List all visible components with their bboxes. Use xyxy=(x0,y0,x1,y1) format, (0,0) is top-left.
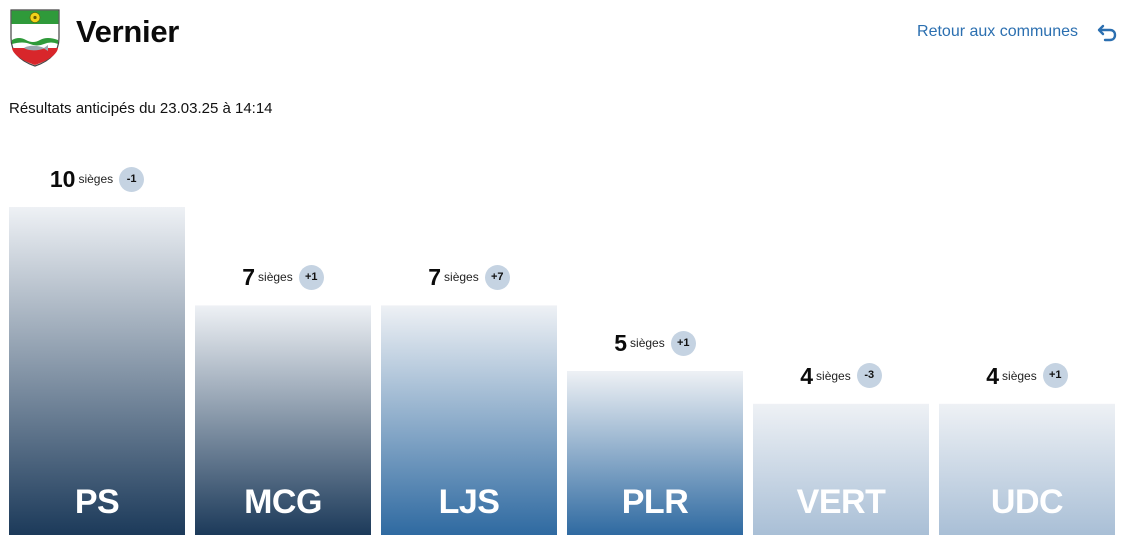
bar-label-vert: VERT xyxy=(796,483,886,521)
seat-change-badge: -1 xyxy=(119,166,145,192)
bar-udc xyxy=(939,403,1115,535)
seat-change-badge: +1 xyxy=(670,330,696,356)
seat-number: 4 xyxy=(986,362,1000,389)
seat-change-badge: +1 xyxy=(298,264,324,290)
seat-count-udc: 4 sièges +1 xyxy=(939,362,1115,390)
seat-count-ljs: 7 sièges +7 xyxy=(381,263,557,291)
seat-unit: sièges xyxy=(630,336,665,350)
seat-number: 4 xyxy=(800,362,814,389)
vernier-coat-of-arms-icon xyxy=(10,9,60,67)
seat-number: 5 xyxy=(614,330,628,356)
seat-count-ps: 10 sièges -1 xyxy=(9,165,185,193)
seat-unit: sièges xyxy=(1002,368,1037,383)
seat-unit: sièges xyxy=(78,172,114,186)
seat-number: 10 xyxy=(49,166,76,192)
bar-label-ljs: LJS xyxy=(438,483,500,521)
page-title: Vernier xyxy=(76,14,180,49)
seat-number: 7 xyxy=(242,264,256,291)
bar-ljs xyxy=(381,305,557,535)
seat-unit: sièges xyxy=(258,270,293,285)
bar-label-ps: PS xyxy=(74,483,120,521)
seat-change-badge: +7 xyxy=(484,264,510,290)
bars-layer xyxy=(9,207,1115,535)
bar-plr xyxy=(567,371,743,535)
bar-label-plr: PLR xyxy=(621,483,689,521)
bar-label-udc: UDC xyxy=(990,483,1064,521)
seat-number: 7 xyxy=(428,264,442,291)
seat-count-mcg: 7 sièges +1 xyxy=(195,263,371,291)
return-arrow-icon[interactable] xyxy=(1097,24,1117,42)
seat-count-vert: 4 sièges -3 xyxy=(753,362,929,390)
bar-ps xyxy=(9,207,185,535)
page-header: Vernier Retour aux communes xyxy=(0,0,1123,80)
bar-label-mcg: MCG xyxy=(244,483,322,521)
seat-count-plr: 5 sièges +1 xyxy=(567,329,743,357)
seat-change-badge: +1 xyxy=(1042,363,1068,389)
seat-unit: sièges xyxy=(444,270,479,285)
seat-distribution-chart: PS 10 sièges -1 MCG 7 sièges +1 LJS 7 sièges +7 PLR 5… xyxy=(0,140,1123,545)
seat-change-badge: -3 xyxy=(856,363,882,389)
results-timestamp: Résultats anticipés du 23.03.25 à 14:14 xyxy=(9,100,273,117)
back-to-communes-link[interactable]: Retour aux communes xyxy=(917,23,1078,40)
bar-vert xyxy=(753,403,929,535)
seat-unit: sièges xyxy=(816,368,851,383)
bar-mcg xyxy=(195,305,371,535)
